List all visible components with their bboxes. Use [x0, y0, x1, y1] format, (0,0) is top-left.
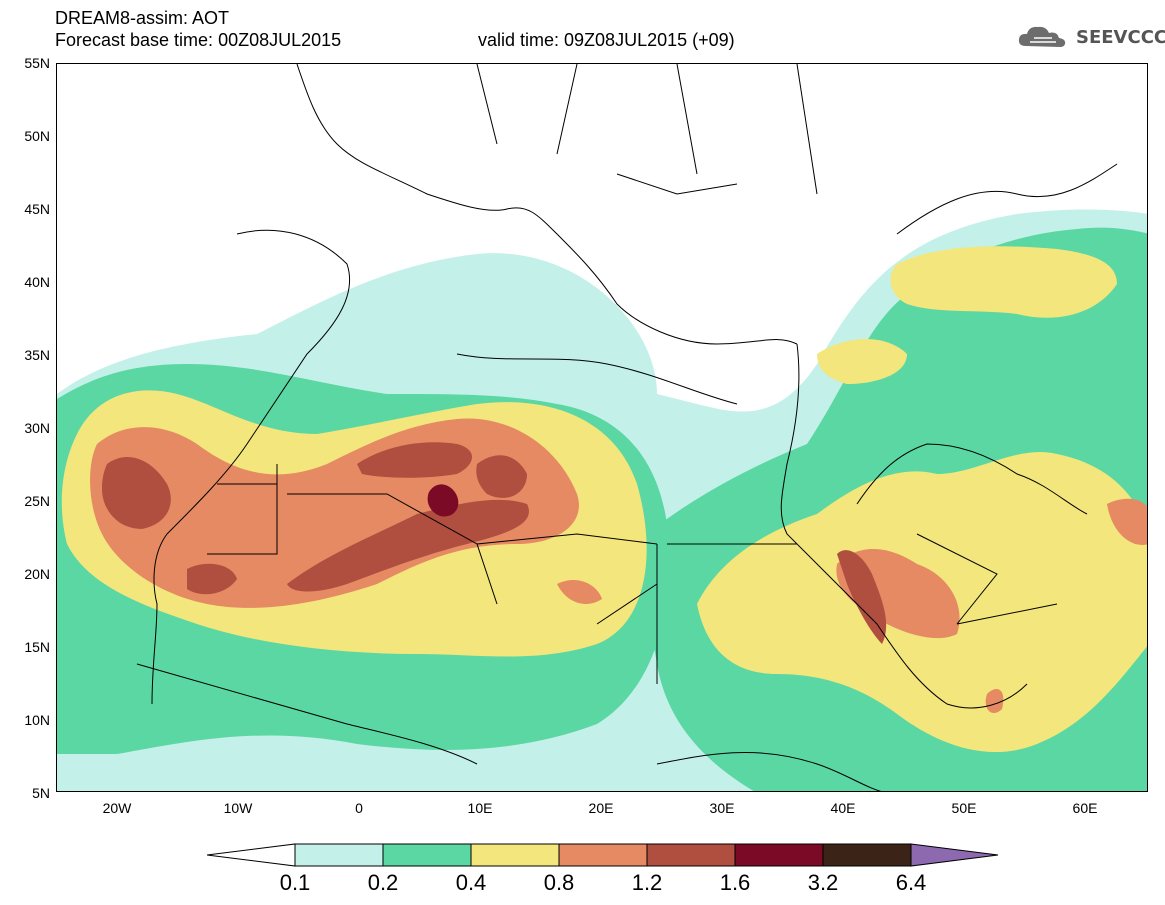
lat-label: 15N [24, 639, 50, 655]
lon-label: 10W [223, 800, 253, 816]
cloud-icon [1018, 26, 1066, 47]
colorbar-bin [382, 843, 472, 867]
colorbar-bin [734, 843, 824, 867]
lat-label: 55N [24, 55, 50, 71]
forecast-base-time: Forecast base time: 00Z08JUL2015 [55, 30, 342, 50]
lat-label: 20N [24, 566, 50, 582]
colorbar-label: 3.2 [807, 870, 839, 895]
colorbar-bin [646, 843, 736, 867]
colorbar-above [910, 843, 999, 867]
colorbar-bin [558, 843, 648, 867]
lat-label: 30N [24, 420, 50, 436]
colorbar-label: 0.4 [455, 870, 487, 895]
colorbar-label: 0.2 [367, 870, 399, 895]
lat-label: 45N [24, 201, 50, 217]
lon-label: 0 [355, 800, 363, 816]
lat-label: 50N [24, 128, 50, 144]
lon-label: 40E [830, 800, 856, 816]
colorbar-below [207, 843, 296, 867]
lon-label: 60E [1072, 800, 1098, 816]
lon-label: 20E [588, 800, 614, 816]
map-canvas [57, 64, 1147, 791]
colorbar-label: 1.2 [631, 870, 663, 895]
seevccc-logo: SEEVCCC [1016, 22, 1165, 52]
colorbar-bin [822, 843, 912, 867]
lon-label: 10E [467, 800, 493, 816]
colorbar-label: 0.8 [543, 870, 575, 895]
lon-label: 50E [951, 800, 977, 816]
coastlines [136, 64, 1118, 791]
aot-field-1.6 [427, 484, 459, 517]
lat-label: 35N [24, 347, 50, 363]
valid-time: valid time: 09Z08JUL2015 (+09) [478, 30, 735, 50]
lat-label: 5N [32, 785, 50, 801]
colorbar-bin [294, 843, 384, 867]
colorbar-label: 0.1 [279, 870, 311, 895]
colorbar-label: 1.6 [719, 870, 751, 895]
aot-colorbar [207, 843, 999, 867]
lat-label: 40N [24, 274, 50, 290]
lat-label: 10N [24, 712, 50, 728]
aot-field-1.2 [102, 442, 887, 644]
lon-label: 30E [709, 800, 735, 816]
aot-map [56, 63, 1148, 792]
colorbar-bin [470, 843, 560, 867]
colorbar-label: 6.4 [895, 870, 927, 895]
map-title: DREAM8-assim: AOT [55, 8, 230, 28]
lon-label: 20W [102, 800, 132, 816]
logo-text: SEEVCCC [1076, 26, 1165, 48]
lat-label: 25N [24, 493, 50, 509]
